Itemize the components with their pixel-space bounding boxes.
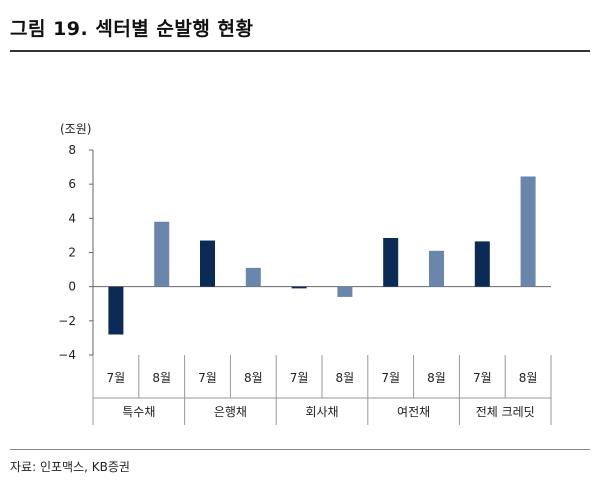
- month-label: 8월: [152, 371, 171, 385]
- group-label: 전체 크레딧: [476, 405, 535, 419]
- bar: [474, 241, 490, 287]
- bar: [200, 240, 215, 287]
- bar: [154, 221, 170, 287]
- bar: [520, 176, 536, 287]
- bar: [108, 286, 124, 335]
- month-label: 8월: [427, 371, 446, 385]
- month-label: 7월: [473, 371, 492, 385]
- bar: [383, 237, 399, 287]
- y-tick-label: 0: [68, 280, 76, 294]
- bar: [337, 286, 353, 297]
- y-tick-label: 6: [68, 177, 76, 191]
- y-tick-label: 8: [68, 143, 76, 157]
- month-label: 7월: [381, 371, 400, 385]
- bar: [429, 250, 444, 287]
- month-label: 8월: [336, 371, 355, 385]
- y-tick-label: 4: [68, 211, 76, 225]
- bar: [291, 286, 307, 289]
- title-rule: [10, 50, 590, 52]
- month-label: 7월: [107, 371, 126, 385]
- month-label: 7월: [198, 371, 217, 385]
- source-rule: [10, 449, 590, 450]
- group-label: 은행채: [214, 404, 247, 419]
- y-axis-label: (조원): [60, 122, 91, 136]
- group-label: 회사채: [305, 405, 338, 419]
- group-label: 특수채: [122, 405, 155, 419]
- month-label: 8월: [519, 371, 538, 385]
- month-label: 7월: [290, 371, 309, 385]
- month-label: 8월: [244, 371, 263, 385]
- source-note: 자료: 인포맥스, KB증권: [10, 460, 130, 474]
- group-label: 여전채: [397, 405, 430, 419]
- y-tick-label: 2: [68, 246, 76, 260]
- figure-title: 그림 19. 섹터별 순발행 현황: [10, 18, 254, 40]
- y-tick-label: −2: [58, 314, 76, 328]
- y-tick-label: −4: [58, 348, 76, 362]
- bar: [245, 267, 261, 287]
